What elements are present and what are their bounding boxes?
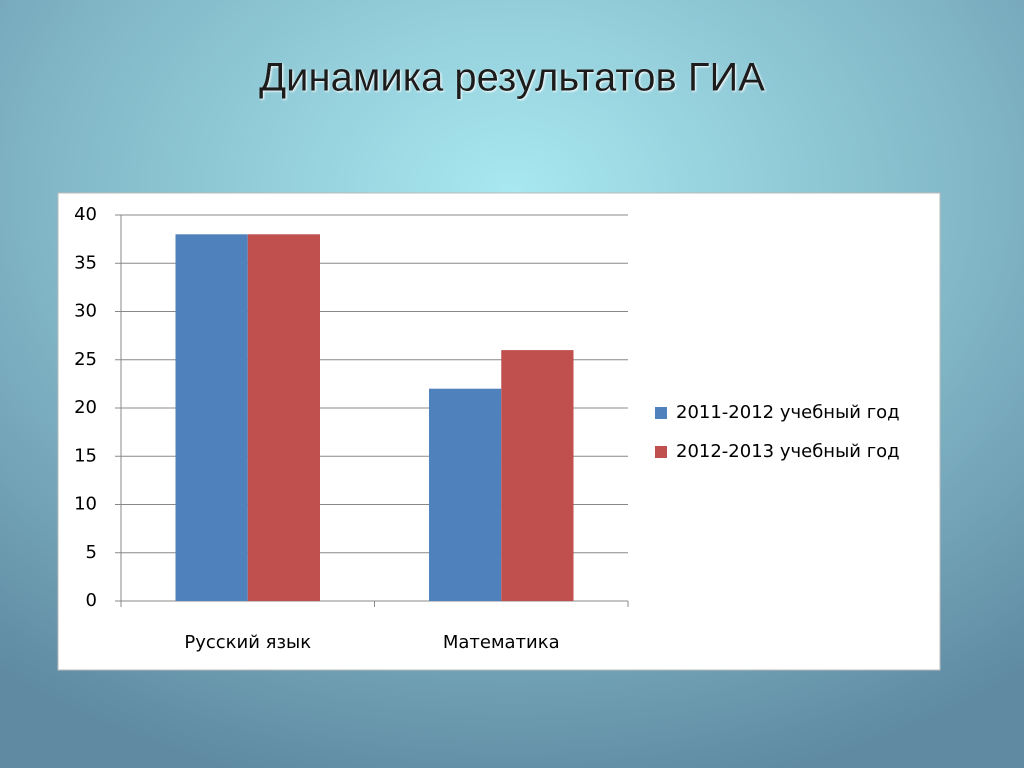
legend-swatch [655, 407, 667, 419]
y-tick-label: 15 [74, 445, 97, 466]
y-tick-label: 0 [86, 590, 97, 611]
bar [247, 234, 320, 602]
chart-title: Динамика результатов ГИА [259, 56, 765, 100]
y-tick-label: 10 [74, 494, 97, 515]
x-tick-label: Математика [443, 632, 560, 653]
bar [175, 234, 248, 602]
y-tick-label: 30 [74, 301, 97, 322]
y-tick-label: 40 [74, 204, 97, 225]
legend-swatch [655, 446, 667, 458]
legend-label: 2012-2013 учебный год [676, 441, 900, 462]
y-tick-label: 25 [74, 349, 97, 370]
x-tick-label: Русский язык [184, 632, 311, 653]
y-tick-label: 20 [74, 397, 97, 418]
legend-label: 2011-2012 учебный год [676, 402, 900, 423]
bar [429, 388, 502, 601]
y-tick-label: 35 [74, 252, 97, 273]
bar [501, 350, 574, 601]
y-tick-label: 5 [86, 542, 97, 563]
